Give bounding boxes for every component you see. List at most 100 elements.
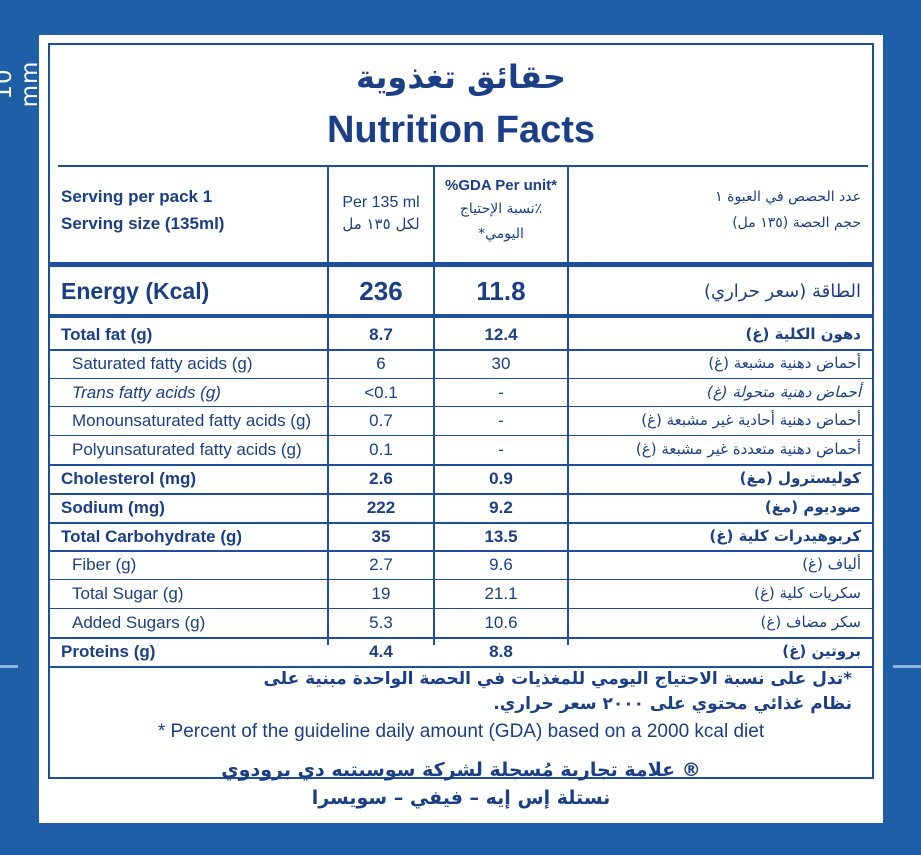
nutrient-gda: 0.9	[489, 469, 513, 488]
row-divider	[50, 665, 872, 668]
footnote-arabic: *تدل على نسبة الاحتياج اليومي للمغذيات ف…	[70, 667, 852, 717]
nutrient-row: Polyunsaturated fatty acids (g) 0.1 - أحماض…	[50, 436, 876, 466]
nutrient-name-ar: كوليسترول (مغ)	[739, 469, 861, 487]
nutrient-gda: -	[498, 411, 504, 431]
nutrient-row: Proteins (g) 4.4 8.8 بروتين (غ)	[50, 638, 876, 668]
row-divider	[50, 579, 872, 581]
nutrient-name-en: Cholesterol (mg)	[61, 469, 197, 488]
nutrient-name-ar: أحماض دهنية متعددة غير مشبعة (غ)	[635, 440, 861, 459]
nutrition-table-frame: حقائق تغذوية Nutrition Facts Serving per…	[48, 43, 874, 779]
nutrient-row: Fiber (g) 2.7 9.6 ألياف (غ)	[50, 551, 876, 581]
nutrient-name-en: Added Sugars (g)	[72, 613, 206, 632]
nutrient-name-en: Proteins (g)	[61, 641, 156, 661]
nutrient-gda: 12.4	[484, 325, 518, 344]
nutrient-gda: -	[498, 440, 504, 460]
column-divider-2	[433, 165, 435, 645]
nutrient-name-en: Polyunsaturated fatty acids (g)	[72, 440, 302, 460]
nutrient-name-ar: سكريات كلية (غ)	[754, 584, 861, 603]
row-divider	[50, 406, 872, 408]
nutrient-name-en: Sodium (mg)	[61, 497, 165, 517]
gda-header-ar-2: اليومي*	[478, 226, 524, 242]
serving-size-en: Serving size (135ml)	[61, 214, 225, 233]
row-divider	[50, 348, 872, 351]
side-measure-label: 10 mm	[0, 60, 43, 108]
nutrient-row: Total Carbohydrate (g) 35 13.5 كربوهيدرات ك…	[50, 523, 876, 553]
nutrient-gda: 9.2	[489, 497, 513, 517]
footnote-arabic-line-2: نظام غذائي محتوي على ٢٠٠٠ سعر حراري.	[493, 694, 852, 714]
column-divider-1	[327, 165, 329, 645]
nutrient-gda: 9.6	[489, 555, 513, 575]
nutrient-gda: 13.5	[484, 526, 518, 546]
nutrient-row: Total fat (g) 8.7 12.4 دهون الكلية (غ)	[50, 321, 876, 351]
nutrient-value: 4.4	[369, 641, 393, 661]
nutrient-value: 6	[376, 353, 386, 373]
nutrient-name-en: Trans fatty acids (g)	[72, 382, 221, 402]
row-divider	[50, 377, 872, 379]
per-serving-ar: لكل ١٣٥ مل	[342, 215, 420, 233]
nutrient-value: 0.7	[369, 411, 393, 431]
title-english: Nutrition Facts	[326, 109, 596, 151]
nutrient-name-en: Total Sugar (g)	[72, 584, 184, 604]
row-divider	[50, 636, 872, 639]
left-dash-mark	[0, 665, 18, 668]
title-arabic: حقائق تغذوية	[356, 58, 566, 96]
header-bottom-rule	[50, 262, 872, 267]
nutrient-row: Saturated fatty acids (g) 6 30 أحماض دهنية …	[50, 350, 876, 379]
nutrient-name-ar: ألياف (غ)	[802, 555, 861, 574]
serving-per-pack-en: Serving per pack 1	[61, 187, 213, 206]
serving-per-pack-ar: عدد الحصص في العبوة ١	[715, 189, 861, 205]
energy-label-ar: الطاقة (سعر حراري)	[703, 281, 861, 302]
nutrient-row: Sodium (mg) 222 9.2 صوديوم (مغ)	[50, 494, 876, 524]
nutrient-gda: 8.8	[489, 641, 513, 661]
nutrient-row: Monounsaturated fatty acids (g) 0.7 - أحماض…	[50, 407, 876, 437]
nutrient-row: Cholesterol (mg) 2.6 0.9 كوليسترول (مغ)	[50, 465, 876, 495]
nutrient-name-ar: سكر مضاف (غ)	[760, 613, 861, 631]
nutrient-name-en: Total Carbohydrate (g)	[61, 526, 243, 546]
nutrient-name-ar: بروتين (غ)	[782, 641, 861, 660]
trademark-line-1: ® علامة تجارية مُسجلة لشركة سوسيتيه دي ب…	[221, 759, 701, 781]
header-top-rule	[58, 165, 868, 167]
nutrient-gda: 21.1	[484, 584, 518, 604]
nutrient-value: 8.7	[369, 325, 393, 344]
energy-label-en: Energy (Kcal)	[61, 278, 210, 304]
row-divider	[50, 492, 872, 495]
nutrient-name-en: Total fat (g)	[61, 325, 153, 344]
trademark-notice: ® علامة تجارية مُسجلة لشركة سوسيتيه دي ب…	[39, 756, 883, 812]
nutrient-name-en: Monounsaturated fatty acids (g)	[72, 411, 312, 431]
nutrient-value: 0.1	[369, 440, 393, 460]
trademark-line-2: نستلة إس إيه – فيفي – سويسرا	[311, 787, 611, 809]
nutrient-name-en: Saturated fatty acids (g)	[72, 353, 253, 373]
nutrient-value: 2.6	[369, 469, 393, 488]
energy-gda: 11.8	[476, 276, 526, 306]
column-divider-3	[567, 165, 569, 645]
nutrient-row: Trans fatty acids (g) <0.1 - أحماض دهنية مت…	[50, 379, 876, 408]
nutrient-gda: -	[498, 382, 504, 402]
nutrient-row: Total Sugar (g) 19 21.1 سكريات كلية (غ)	[50, 580, 876, 609]
nutrient-value: 35	[371, 526, 391, 546]
nutrient-gda: 10.6	[484, 613, 518, 632]
nutrient-name-ar: أحماض دهنية متحولة (غ)	[706, 382, 861, 401]
nutrient-name-ar: صوديوم (مغ)	[764, 497, 861, 516]
gda-header-en: %GDA Per unit*	[445, 177, 557, 194]
energy-value: 236	[359, 276, 403, 306]
nutrient-value: 5.3	[369, 613, 393, 632]
nutrient-row: Added Sugars (g) 5.3 10.6 سكر مضاف (غ)	[50, 609, 876, 639]
right-dash-mark	[893, 665, 921, 668]
row-divider	[50, 550, 872, 553]
nutrient-name-ar: كربوهيدرات كلية (غ)	[709, 526, 861, 545]
nutrient-value: 19	[371, 584, 391, 604]
row-divider	[50, 521, 872, 524]
nutrient-name-en: Fiber (g)	[72, 555, 137, 575]
nutrient-value: 222	[366, 497, 396, 517]
energy-bottom-rule	[50, 314, 872, 318]
nutrient-name-ar: أحماض دهنية مشبعة (غ)	[708, 353, 861, 372]
footnote-arabic-line-1: *تدل على نسبة الاحتياج اليومي للمغذيات ف…	[263, 669, 852, 689]
nutrient-gda: 30	[491, 353, 511, 373]
row-divider	[50, 463, 872, 466]
footnote-english: * Percent of the guideline daily amount …	[157, 721, 765, 742]
nutrient-value: 2.7	[369, 555, 393, 575]
per-serving-en: Per 135 ml	[342, 194, 420, 211]
nutrient-name-ar: دهون الكلية (غ)	[745, 325, 861, 343]
gda-header-ar-1: ٪نسبة الإحتياج	[459, 201, 543, 217]
serving-size-ar: حجم الحصة (١٣٥ مل)	[732, 215, 861, 231]
